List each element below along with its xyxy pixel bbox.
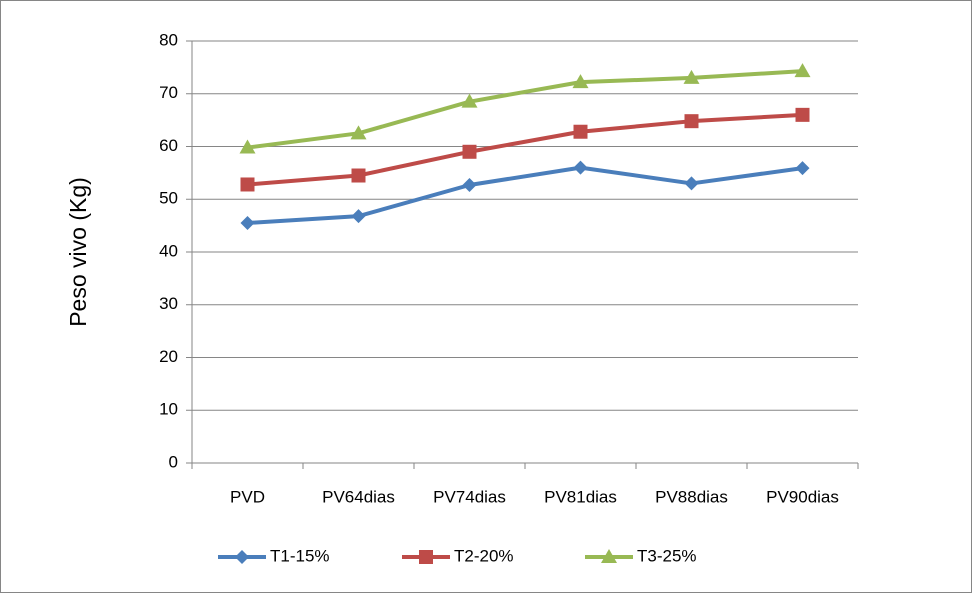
y-tick-label: 50 — [159, 189, 178, 208]
legend-marker — [419, 550, 433, 564]
y-axis-label: Peso vivo (Kg) — [65, 177, 91, 327]
y-tick-label: 70 — [159, 83, 178, 102]
data-point — [240, 215, 255, 230]
y-tick-label: 0 — [169, 452, 178, 471]
series-line — [247, 112, 803, 187]
data-point — [240, 177, 255, 192]
y-tick-label: 20 — [159, 347, 178, 366]
x-tick-label: PV81dias — [544, 487, 617, 506]
data-point — [462, 144, 477, 159]
y-tick-label: 40 — [159, 241, 178, 260]
data-point — [684, 176, 699, 191]
legend-marker — [235, 550, 249, 564]
data-point — [461, 93, 478, 108]
data-point — [683, 69, 700, 84]
x-tick-label: PV64dias — [322, 487, 395, 506]
data-point — [573, 124, 588, 139]
x-tick-label: PV90dias — [766, 487, 839, 506]
x-tick-label: PV74dias — [433, 487, 506, 506]
legend-marker — [601, 549, 617, 563]
y-tick-label: 80 — [159, 30, 178, 49]
data-point — [350, 125, 367, 140]
data-point — [351, 209, 366, 224]
y-tick-label: 60 — [159, 136, 178, 155]
x-tick-label: PVD — [230, 487, 265, 506]
data-point — [794, 63, 811, 78]
y-tick-label: 10 — [159, 400, 178, 419]
y-tick-label: 30 — [159, 294, 178, 313]
x-tick-label: PV88dias — [655, 487, 728, 506]
data-point — [684, 114, 699, 129]
data-point — [239, 139, 256, 154]
series-line — [247, 165, 803, 225]
data-point — [795, 161, 810, 176]
legend-label: T3-25% — [637, 546, 697, 565]
data-point — [572, 74, 589, 89]
data-point — [351, 168, 366, 183]
legend-label: T1-15% — [270, 546, 330, 565]
series-line — [247, 69, 803, 150]
data-point — [462, 178, 477, 193]
data-point — [573, 160, 588, 175]
legend-label: T2-20% — [454, 546, 514, 565]
data-point — [795, 107, 810, 122]
